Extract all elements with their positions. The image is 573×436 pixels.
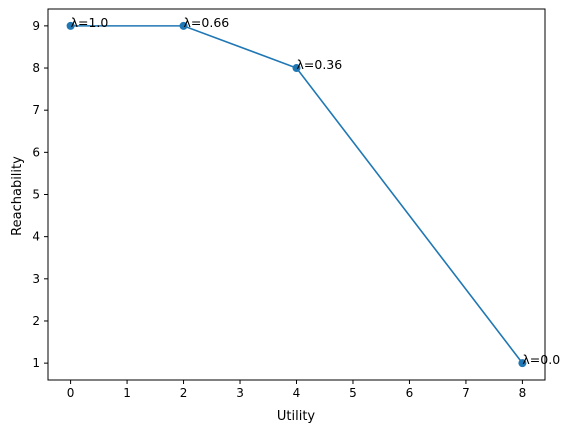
plot-area: 0 1 2 3 4 5 6 7 8 1 2 3 4 5 6 7 8 9 λ=1.0 λ=0.66 λ=0.36 λ=0.0 (32, 8, 560, 400)
y-tick-label: 9 (32, 19, 40, 33)
x-tick-label: 0 (67, 386, 75, 400)
point-annotation: λ=1.0 (71, 15, 109, 30)
y-tick-label: 3 (32, 272, 40, 286)
y-tick-label: 4 (32, 230, 40, 244)
x-tick-label: 2 (180, 386, 188, 400)
y-tick-label: 6 (32, 145, 40, 159)
y-tick-label: 2 (32, 314, 40, 328)
x-tick-label: 1 (123, 386, 131, 400)
y-tick-label: 7 (32, 103, 40, 117)
x-axis-label: Utility (277, 409, 316, 424)
x-tick-label: 6 (406, 386, 414, 400)
y-tick-label: 1 (32, 356, 40, 370)
data-point (518, 359, 527, 368)
series-line (70, 25, 524, 364)
y-axis-label: Reachability (10, 156, 25, 236)
y-tick-label: 8 (32, 61, 40, 75)
y-tick-label: 5 (32, 188, 40, 202)
x-tick-label: 3 (236, 386, 244, 400)
point-annotation: λ=0.66 (184, 15, 230, 30)
point-annotation: λ=0.36 (297, 57, 343, 72)
point-annotation: λ=0.0 (522, 352, 560, 367)
x-tick-label: 4 (293, 386, 301, 400)
x-tick-label: 5 (349, 386, 357, 400)
data-point (292, 64, 301, 73)
x-tick-label: 8 (519, 386, 527, 400)
data-point (66, 21, 75, 30)
data-point (179, 21, 188, 30)
x-tick-label: 7 (462, 386, 470, 400)
